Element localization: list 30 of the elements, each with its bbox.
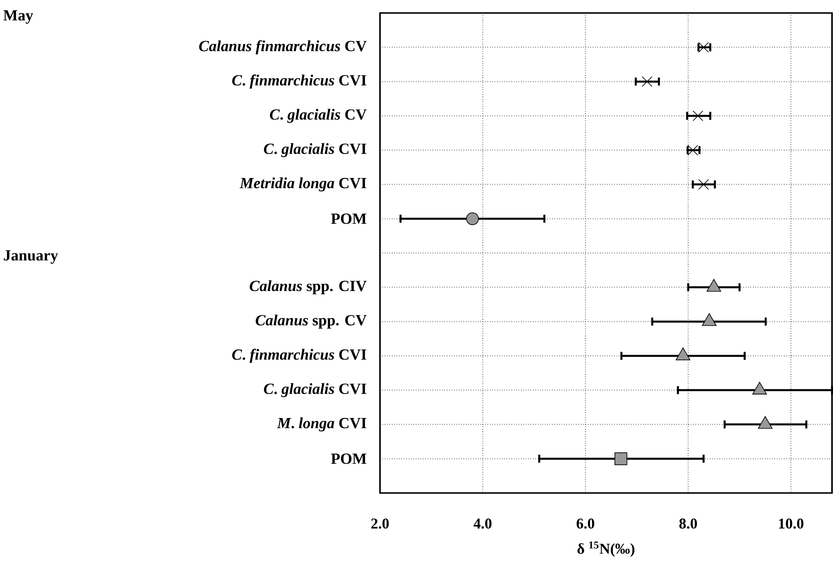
text: May bbox=[3, 10, 34, 24]
point bbox=[698, 179, 709, 190]
text: January bbox=[4, 250, 58, 264]
y-tick-label: M. longa CVI bbox=[276, 417, 366, 432]
x-tick-label: 6.0 bbox=[576, 518, 594, 529]
y-tick-label: C. finmarchicus CVI bbox=[232, 74, 366, 89]
y-tick-label: Calanus finmarchicus CV bbox=[199, 40, 367, 54]
y-tick-label: C. glacialis CVI bbox=[264, 143, 366, 158]
point bbox=[702, 313, 717, 326]
y-tick-label: C. glacialis CVI bbox=[264, 383, 366, 398]
point bbox=[758, 416, 772, 429]
y-tick-label: Calanus spp. CV bbox=[256, 314, 367, 329]
point bbox=[698, 42, 709, 53]
y-tick-label: C. finmarchicus CVI bbox=[232, 348, 366, 363]
point bbox=[466, 212, 479, 226]
point bbox=[692, 110, 704, 122]
x-tick-label: 8.0 bbox=[679, 518, 697, 529]
point bbox=[642, 76, 652, 87]
y-tick-label: Metridia longa CVI bbox=[240, 177, 366, 192]
point bbox=[752, 382, 767, 394]
point bbox=[706, 278, 722, 292]
y-tick-label: C. glacialis CV bbox=[270, 108, 367, 123]
x-tick-label: 10.0 bbox=[779, 518, 804, 529]
x-axis-title: δ $^{15}$N(‰) bbox=[577, 542, 634, 557]
y-tick-label: Calanus spp. CIV bbox=[250, 280, 367, 294]
y-tick-label: POM bbox=[331, 214, 366, 224]
point bbox=[676, 348, 690, 360]
y-tick-label: POM bbox=[331, 454, 366, 464]
x-tick-label: 4.0 bbox=[474, 518, 492, 529]
x-tick-label: 2.0 bbox=[371, 518, 389, 529]
